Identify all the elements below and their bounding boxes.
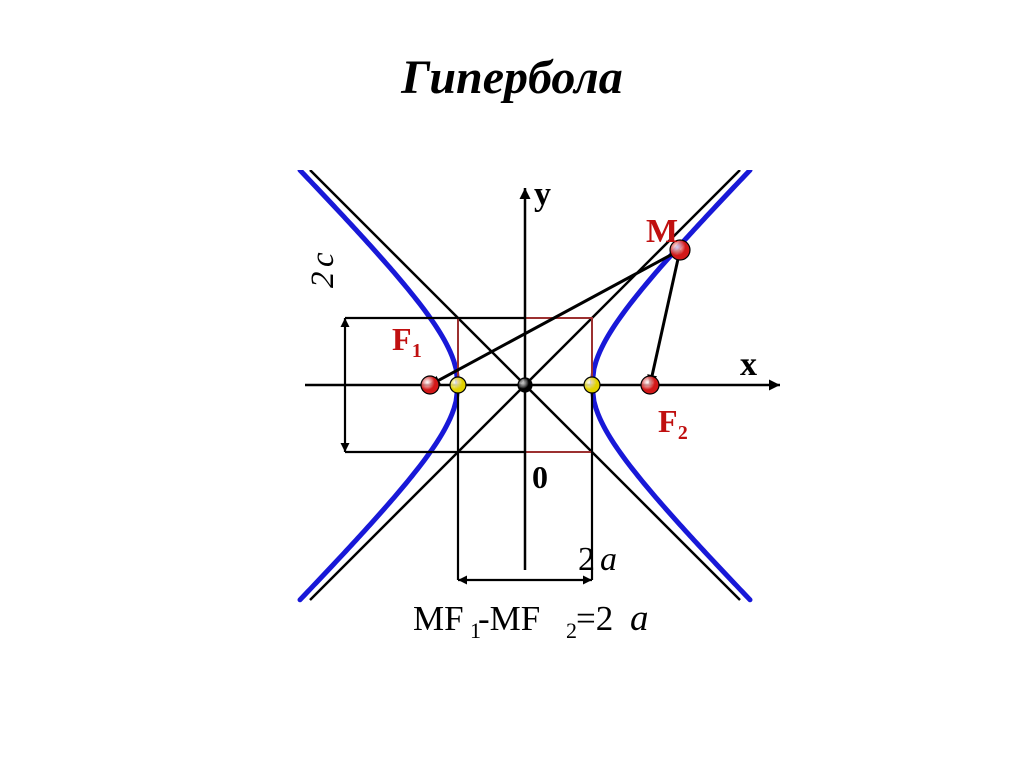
equation-part-4: =2 [576, 599, 613, 638]
page-title: Гипербола [0, 50, 1024, 105]
label-x-axis: x [740, 346, 757, 383]
equation-part-5: a [630, 598, 649, 639]
label-2a-num: 2 [578, 541, 595, 578]
label-F1: F [392, 321, 412, 357]
svg-text:1: 1 [412, 340, 422, 362]
label-F2: F [658, 403, 678, 439]
hyperbola-diagram: yx0MF1F22a2cMF1 -MF2 =2a [170, 170, 850, 640]
point-vertex_left [450, 377, 466, 393]
svg-text:2: 2 [678, 422, 688, 444]
equation-part-2: -MF [478, 599, 540, 638]
point-center [518, 378, 532, 392]
label-y-axis: y [534, 176, 551, 213]
label-2a-a: a [600, 541, 617, 578]
equation-part-0: MF [413, 599, 464, 638]
label-origin: 0 [532, 459, 548, 495]
label-2c-c: c [305, 252, 341, 267]
label-2c-num: 2 [305, 272, 341, 289]
label-M: M [646, 213, 678, 250]
point-F2 [641, 376, 659, 394]
point-F1 [421, 376, 439, 394]
point-vertex_right [584, 377, 600, 393]
